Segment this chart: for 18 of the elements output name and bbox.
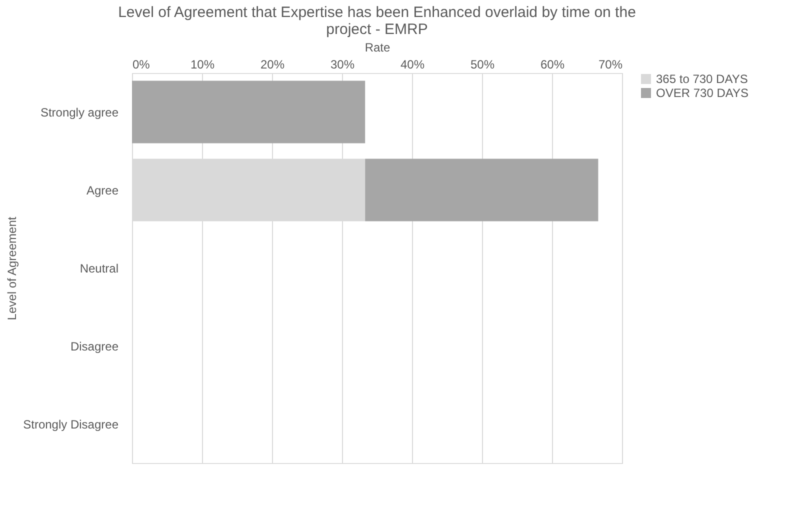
x-axis-title: Rate bbox=[364, 40, 390, 54]
x-tick-label: 10% bbox=[190, 58, 215, 72]
x-tick-label: 50% bbox=[470, 58, 495, 72]
legend-label: OVER 730 DAYS bbox=[656, 86, 748, 100]
chart-title: Level of Agreement that Expertise has been Enhanced overlaid by time on the project - EMRP bbox=[118, 4, 636, 38]
x-tick-label: 70% bbox=[598, 58, 623, 72]
x-tick-label: 40% bbox=[400, 58, 425, 72]
x-tick-label: 20% bbox=[260, 58, 285, 72]
y-tick-label: Disagree bbox=[70, 340, 119, 354]
x-tick-label: 0% bbox=[132, 58, 150, 72]
x-tick-label: 60% bbox=[540, 58, 565, 72]
y-tick-label: Strongly Disagree bbox=[23, 418, 119, 432]
y-tick-label: Neutral bbox=[80, 262, 118, 276]
y-axis-title: Level of Agreement bbox=[5, 216, 20, 320]
y-tick-label: Agree bbox=[86, 184, 119, 198]
x-tick-label: 30% bbox=[330, 58, 355, 72]
y-tick-label: Strongly agree bbox=[40, 106, 119, 120]
legend-label: 365 to 730 DAYS bbox=[656, 72, 748, 86]
